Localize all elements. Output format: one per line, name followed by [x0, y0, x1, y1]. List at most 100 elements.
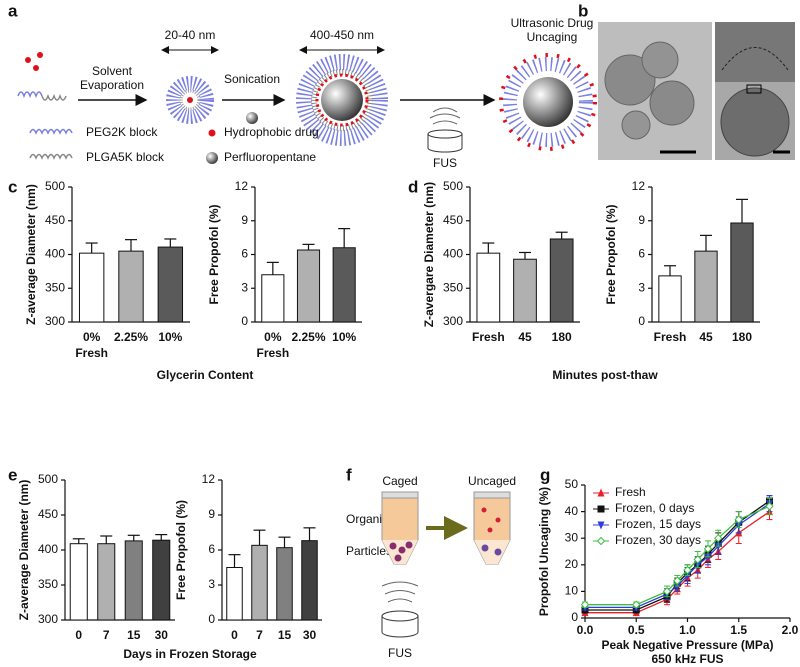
particle-dot — [494, 548, 502, 556]
bar — [69, 543, 88, 621]
x-tick-note: Fresh — [256, 346, 289, 360]
us-waves — [381, 581, 419, 603]
legend-text: Frozen, 0 days — [615, 501, 694, 515]
y-tick-label: 500 — [38, 472, 58, 486]
bar — [301, 540, 318, 621]
x-tick-label: 45 — [699, 330, 713, 344]
x-tick-label: 30 — [303, 628, 317, 642]
x-tick-label: 30 — [155, 628, 169, 642]
panel-label: f — [346, 465, 352, 484]
step-label: Solvent — [92, 64, 133, 78]
bar — [251, 544, 268, 621]
marker — [683, 565, 692, 575]
drug-dot — [33, 65, 39, 71]
particle-image — [649, 80, 695, 126]
marker — [597, 505, 605, 513]
marker — [596, 536, 606, 546]
particle-dot — [389, 542, 397, 550]
x-axis-sublabel: 650 kHz FUS — [651, 652, 723, 666]
x-tick-label: 0.5 — [628, 623, 645, 637]
y-tick-label: 400 — [45, 247, 65, 261]
y-tick-label: 3 — [208, 577, 215, 591]
bar — [296, 249, 321, 323]
x-tick-label: 10% — [332, 330, 356, 344]
x-tick-label: Fresh — [472, 330, 505, 344]
series-line — [585, 500, 770, 611]
x-tick-label: 0 — [75, 628, 82, 642]
peg-coil — [29, 128, 73, 135]
pfp-droplet — [246, 112, 258, 124]
y-tick-label: 400 — [443, 247, 463, 261]
drug-dot — [487, 527, 493, 533]
marker — [693, 555, 702, 564]
fus-label: FUS — [433, 156, 457, 170]
y-tick-label: 9 — [241, 213, 248, 227]
state-label: Caged — [382, 474, 417, 488]
y-tick-label: 350 — [38, 577, 58, 591]
y-tick-label: 350 — [45, 280, 65, 294]
schematic-a: Solvent Evaporation 20-40 nm Sonication … — [17, 16, 597, 170]
micrographs-b — [598, 22, 795, 160]
series-line — [585, 505, 770, 606]
y-tick-label: 6 — [241, 247, 248, 261]
particle-image — [720, 87, 790, 157]
marker — [597, 488, 605, 497]
y-axis-label: Z-average Diameter (nm) — [24, 184, 38, 325]
drug-dot — [481, 507, 487, 513]
y-tick-label: 12 — [632, 179, 646, 193]
y-tick-label: 9 — [208, 507, 215, 521]
x-tick-label: 0.0 — [577, 623, 594, 637]
y-tick-label: 0 — [638, 314, 645, 328]
y-tick-label: 300 — [38, 612, 58, 626]
panel-label: a — [8, 1, 18, 20]
x-tick-label: 45 — [518, 330, 532, 344]
size-label: 400-450 nm — [310, 28, 374, 42]
x-axis-label: Days in Frozen Storage — [123, 647, 257, 661]
legend-text: Frozen, 15 days — [615, 517, 701, 531]
bar — [276, 547, 293, 621]
released-drug — [499, 53, 597, 151]
y-tick-label: 300 — [443, 314, 463, 328]
y-tick-label: 20 — [565, 557, 579, 571]
y-tick-label: 450 — [45, 213, 65, 227]
step-label: Evaporation — [80, 78, 144, 92]
x-tick-label: 2.25% — [291, 330, 325, 344]
y-axis-label: Z-average Diameter (nm) — [17, 480, 31, 621]
y-axis-label: Propofol Uncaging (%) — [537, 487, 551, 616]
legend-text: Frozen, 30 days — [615, 533, 701, 547]
y-tick-label: 400 — [38, 542, 58, 556]
x-axis-label: Minutes post-thaw — [552, 368, 658, 382]
bar — [78, 252, 105, 323]
y-tick-label: 0 — [241, 314, 248, 328]
legend-text: Hydrophobic drug — [224, 125, 319, 139]
y-axis-label: Z-avergare Diameter (nm) — [422, 182, 436, 327]
marker — [714, 533, 723, 543]
plga-coil — [29, 153, 73, 160]
bar — [694, 250, 718, 323]
aqueous-phase — [474, 540, 510, 564]
series-line — [585, 511, 770, 614]
bar — [97, 543, 116, 621]
y-tick-label: 10 — [565, 584, 579, 598]
us-waves — [429, 107, 461, 125]
particle-shell — [503, 57, 593, 147]
y-tick-label: 0 — [208, 612, 215, 626]
particle-image — [621, 110, 651, 140]
y-tick-label: 450 — [38, 507, 58, 521]
marker — [580, 600, 590, 609]
y-tick-label: 500 — [443, 179, 463, 193]
micelle — [166, 76, 214, 124]
particle-dot — [405, 541, 413, 549]
y-tick-label: 12 — [235, 179, 249, 193]
x-tick-label: 15 — [127, 628, 141, 642]
panel-label: b — [578, 1, 588, 20]
particle-image — [641, 41, 679, 79]
pfp-core — [321, 79, 363, 121]
drug-dot — [25, 57, 31, 63]
x-axis-label: Glycerin Content — [157, 368, 254, 382]
peg-coil — [17, 91, 43, 99]
y-tick-label: 0 — [571, 610, 578, 624]
zoom-box — [746, 84, 762, 94]
transducer — [381, 615, 419, 638]
